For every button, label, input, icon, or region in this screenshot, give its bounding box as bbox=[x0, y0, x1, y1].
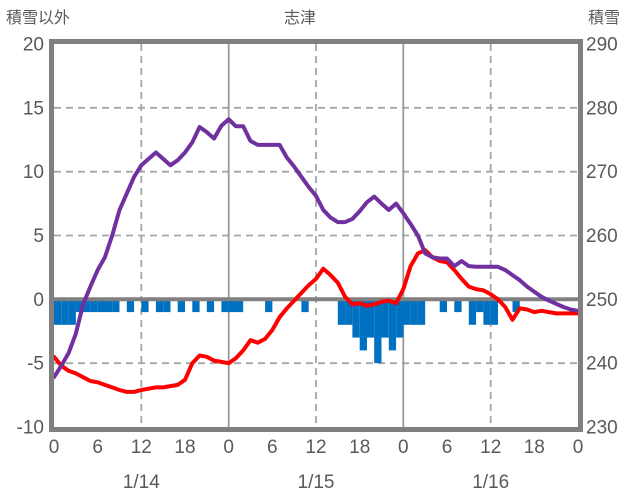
blue-bars-h48 bbox=[403, 299, 411, 325]
blue-bars-h53 bbox=[439, 299, 447, 313]
blue-bars-h43 bbox=[366, 299, 375, 338]
x-axis-hour-tick-1: 6 bbox=[92, 437, 103, 458]
blue-bars-h47 bbox=[396, 299, 404, 338]
blue-bars-h24 bbox=[228, 299, 236, 313]
x-axis-hour-tick-6: 12 bbox=[305, 437, 326, 458]
blue-bars-h45 bbox=[381, 299, 389, 338]
blue-bars-h3 bbox=[75, 299, 84, 313]
blue-bars-h19 bbox=[192, 299, 200, 313]
blue-bars-h50 bbox=[417, 299, 426, 325]
x-axis-hour-tick-3: 18 bbox=[174, 437, 195, 458]
x-axis-hour-tick-12: 0 bbox=[573, 437, 584, 458]
x-axis-hour-tick-4: 0 bbox=[223, 437, 234, 458]
blue-bars-h34 bbox=[301, 299, 309, 313]
left-axis-tick-5: 5 bbox=[33, 226, 44, 247]
x-axis-hour-tick-0: 0 bbox=[49, 437, 60, 458]
x-axis-hour-tick-2: 12 bbox=[131, 437, 152, 458]
left-axis-tick-20: 20 bbox=[23, 35, 44, 56]
x-axis-hour-tick-10: 12 bbox=[480, 437, 501, 458]
blue-bars-h42 bbox=[359, 299, 367, 351]
left-axis-tick-15: 15 bbox=[23, 98, 44, 119]
x-axis-date-label-0: 1/14 bbox=[123, 472, 160, 493]
blue-bars-h40 bbox=[345, 299, 353, 325]
blue-bars-h49 bbox=[410, 299, 418, 325]
blue-bars-h6 bbox=[97, 299, 105, 313]
blue-bars-h41 bbox=[352, 299, 360, 338]
blue-bars-h25 bbox=[235, 299, 244, 313]
right-axis-tick-280: 280 bbox=[586, 98, 618, 119]
blue-bars-h7 bbox=[104, 299, 113, 313]
right-axis-tick-240: 240 bbox=[586, 354, 618, 375]
blue-bars-h39 bbox=[337, 299, 346, 325]
left-axis-title: 積雪以外 bbox=[6, 10, 71, 27]
blue-bars-h21 bbox=[206, 299, 215, 313]
blue-bars-h57 bbox=[468, 299, 477, 325]
right-axis-tick-270: 270 bbox=[586, 162, 618, 183]
blue-bars-h46 bbox=[388, 299, 397, 351]
blue-bars-h12 bbox=[141, 299, 149, 313]
purple-line bbox=[52, 117, 580, 380]
blue-bars-h60 bbox=[490, 299, 498, 325]
blue-bars-h23 bbox=[221, 299, 229, 313]
x-axis-date-label-2: 1/16 bbox=[472, 472, 509, 493]
blue-bars-h0 bbox=[54, 299, 62, 325]
blue-bars-h55 bbox=[454, 299, 462, 313]
blue-bars-h63 bbox=[512, 299, 520, 313]
chart-title: 志津 bbox=[283, 10, 316, 27]
blue-bars-h14 bbox=[155, 299, 164, 313]
right-axis-title: 積雪 bbox=[588, 10, 621, 27]
x-axis-hour-tick-7: 18 bbox=[349, 437, 370, 458]
right-axis-tick-290: 290 bbox=[586, 35, 618, 56]
red-line bbox=[52, 248, 580, 394]
right-axis-tick-230: 230 bbox=[586, 418, 618, 439]
right-axis-tick-260: 260 bbox=[586, 226, 618, 247]
blue-bars-h17 bbox=[177, 299, 185, 313]
blue-bars-h15 bbox=[163, 299, 171, 313]
blue-bars-h58 bbox=[476, 299, 484, 313]
x-axis-hour-tick-9: 6 bbox=[442, 437, 453, 458]
blue-bars-h10 bbox=[126, 299, 135, 313]
blue-bars-h2 bbox=[68, 299, 76, 325]
blue-bars-h5 bbox=[90, 299, 98, 313]
left-axis-tick-0: 0 bbox=[33, 290, 44, 311]
x-axis-hour-tick-5: 6 bbox=[267, 437, 278, 458]
blue-bars-h29 bbox=[265, 299, 273, 313]
blue-bars-h44 bbox=[374, 299, 382, 364]
left-axis-tick-10: 10 bbox=[23, 162, 44, 183]
x-axis-date-label-1: 1/15 bbox=[298, 472, 335, 493]
left-axis-tick--5: -5 bbox=[27, 354, 44, 375]
blue-bars-h59 bbox=[483, 299, 491, 325]
blue-bars-h4 bbox=[83, 299, 91, 313]
x-axis-hour-tick-8: 0 bbox=[398, 437, 409, 458]
blue-bars-h8 bbox=[112, 299, 120, 313]
plot-frame bbox=[49, 39, 583, 432]
blue-bars-h1 bbox=[61, 299, 69, 325]
right-axis-tick-250: 250 bbox=[586, 290, 618, 311]
x-axis-hour-tick-11: 18 bbox=[524, 437, 545, 458]
left-axis-tick--10: -10 bbox=[17, 418, 44, 439]
